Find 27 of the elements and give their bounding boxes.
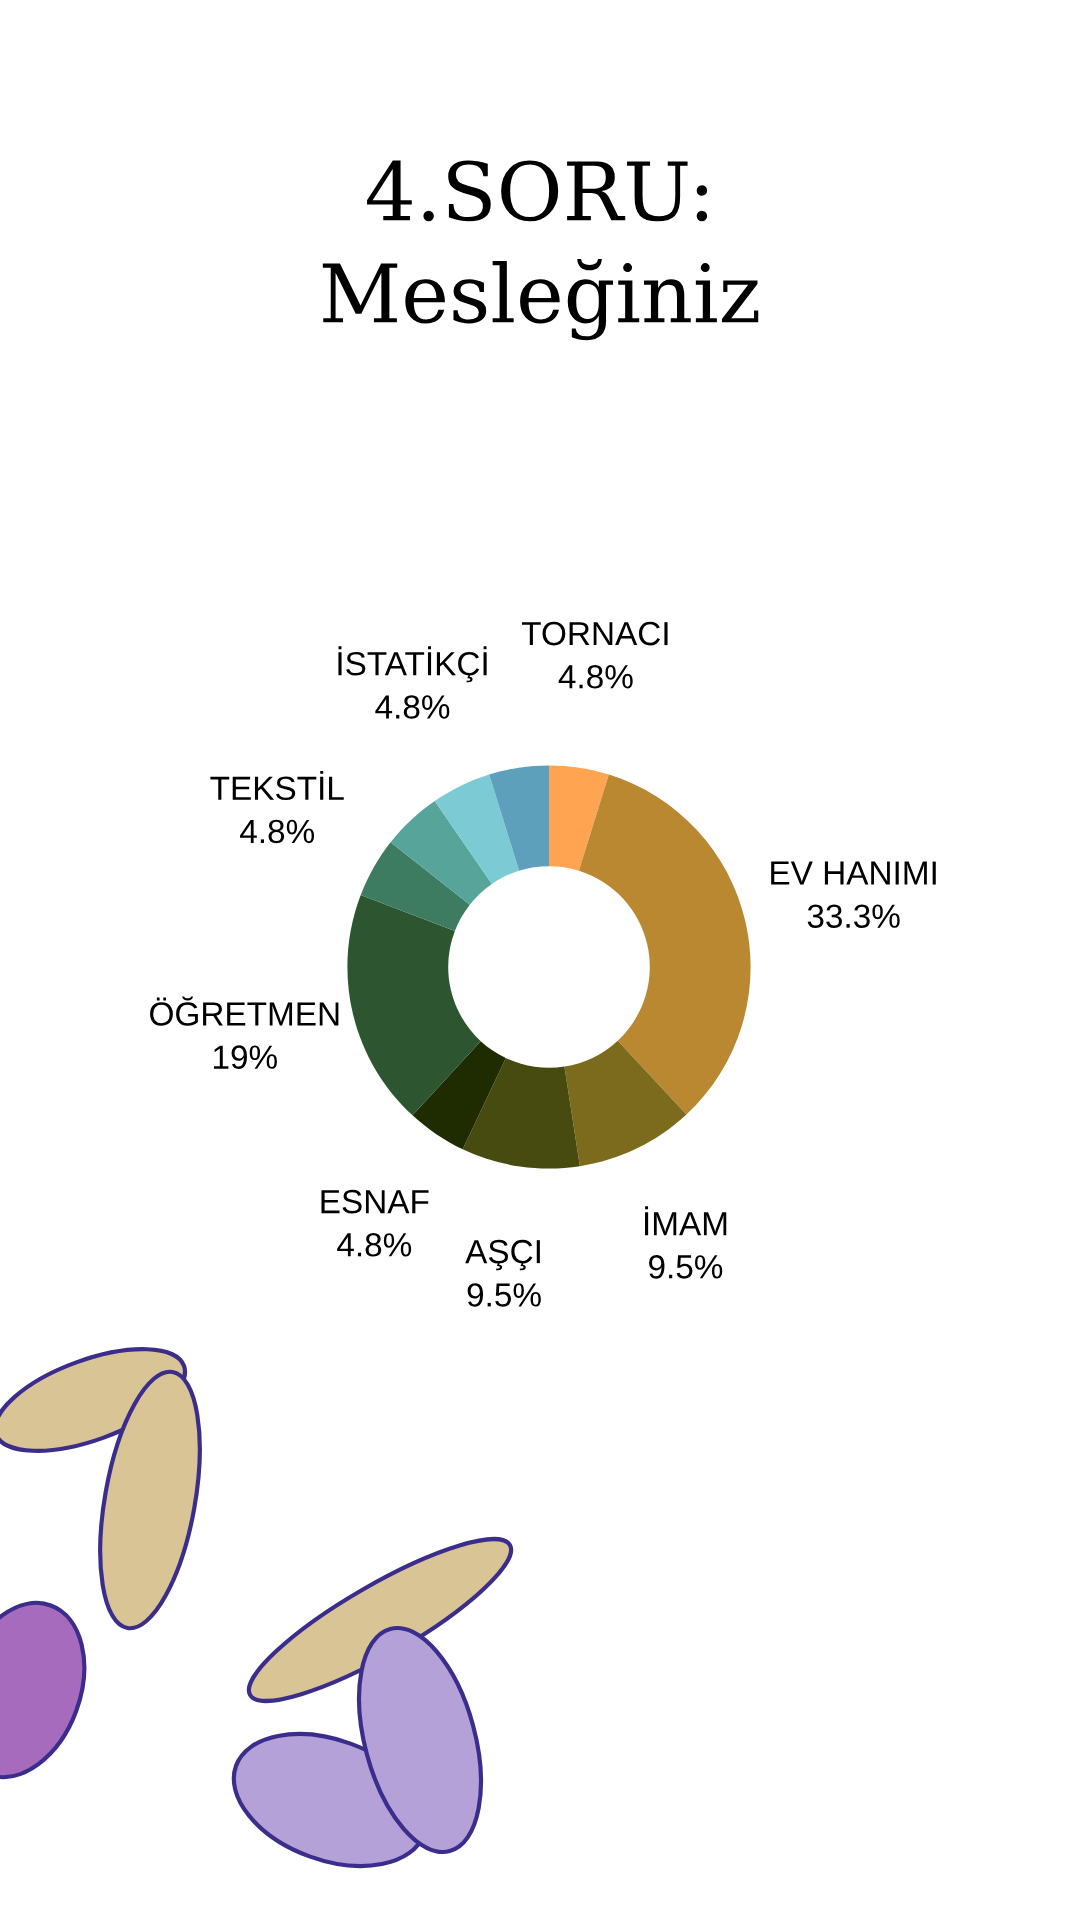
donut-slice: [489, 765, 549, 871]
donut-slice: [412, 1041, 506, 1150]
donut-slice: [360, 842, 470, 931]
donut-slice: [549, 765, 609, 871]
slice-label: İSTATİKÇİ: [338, 646, 487, 683]
data-label: 9.5%: [467, 1283, 541, 1307]
slice-label: AŞÇI: [465, 1239, 540, 1271]
slice-label: ÖĞRETMEN: [150, 996, 339, 1026]
donut-slice: [578, 774, 751, 1115]
donut-slice: [462, 1058, 580, 1169]
data-label: 33.3%: [807, 904, 900, 928]
data-label: 19%: [213, 1045, 277, 1069]
slice-label: TEKSTİL: [210, 770, 344, 801]
donut-slice: [347, 894, 481, 1116]
data-label: 4.8%: [240, 819, 315, 844]
donut-slice: [390, 800, 492, 905]
donut-slice: [564, 1040, 687, 1167]
data-label: 4.8%: [375, 695, 450, 719]
donut-slice: [434, 774, 520, 884]
slice-label: TORNACI: [521, 621, 668, 646]
data-label: 4.8%: [558, 664, 633, 689]
data-label: 9.5%: [649, 1255, 723, 1279]
slice-label: İMAM: [645, 1206, 727, 1236]
slice-label: ESNAF: [321, 1189, 429, 1214]
slice-label: EV HANIMI: [771, 861, 936, 885]
chart-title: 4.SORU: Mesleğiniz: [322, 160, 759, 341]
data-label: 4.8%: [337, 1233, 412, 1257]
